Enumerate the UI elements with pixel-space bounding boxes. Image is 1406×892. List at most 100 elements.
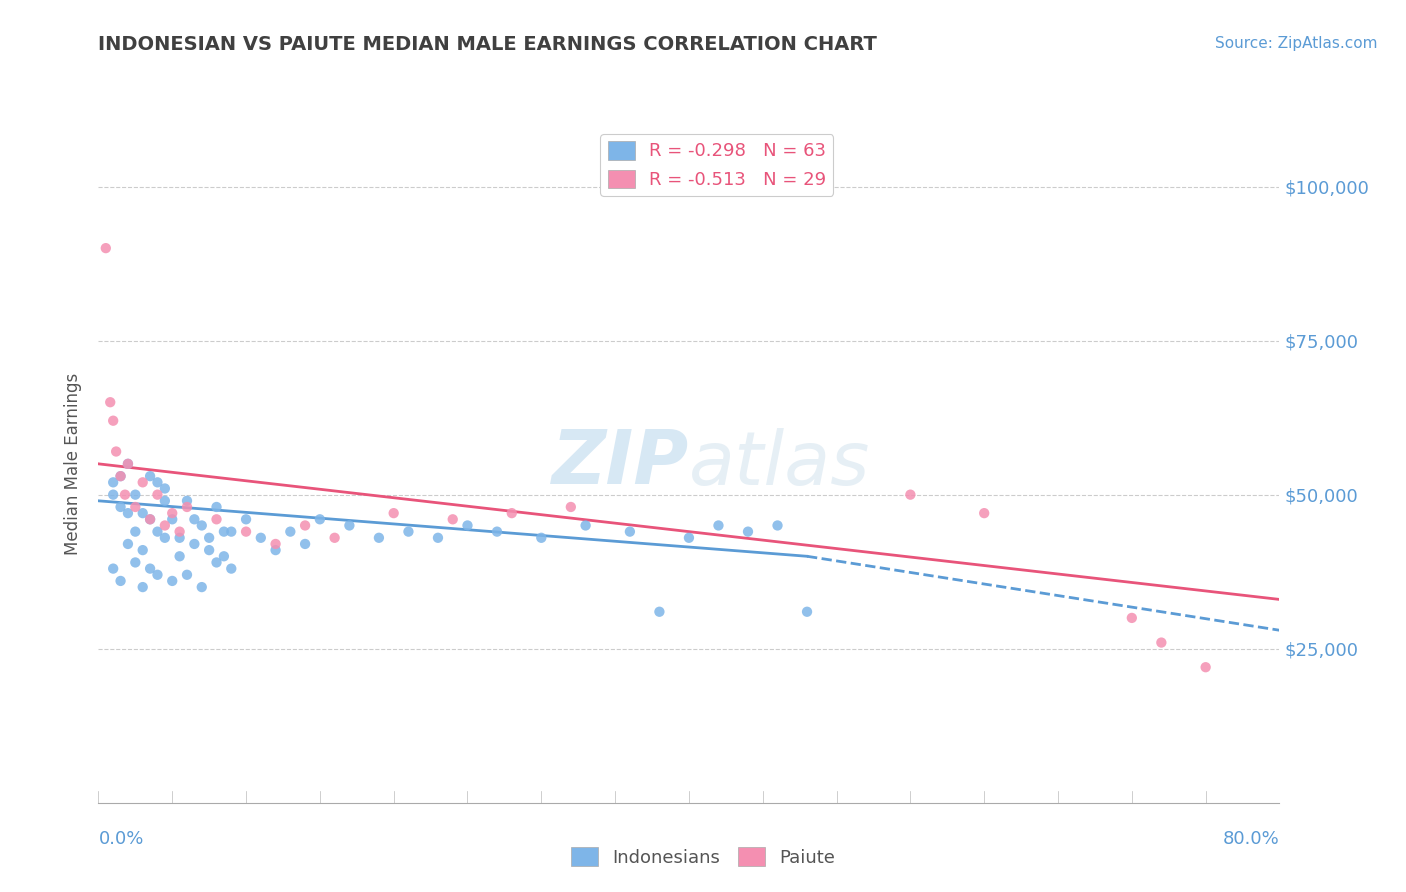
Point [198, 531, 221, 545]
Point [124, 524, 146, 539]
Point [212, 549, 235, 564]
Point [176, 500, 198, 514]
Point [124, 556, 146, 570]
Y-axis label: Median Male Earnings: Median Male Earnings [65, 373, 83, 555]
Text: 0.0%: 0.0% [98, 830, 143, 848]
Point [153, 493, 176, 508]
Point [205, 500, 228, 514]
Legend: R = -0.298   N = 63, R = -0.513   N = 29: R = -0.298 N = 63, R = -0.513 N = 29 [600, 134, 834, 196]
Point [139, 561, 162, 575]
Point [117, 537, 139, 551]
Point [191, 580, 214, 594]
Point [98, 395, 121, 409]
Point [132, 475, 155, 490]
Point [117, 457, 139, 471]
Point [146, 524, 169, 539]
Point [146, 567, 169, 582]
Point [323, 531, 346, 545]
Point [219, 561, 242, 575]
Text: Source: ZipAtlas.com: Source: ZipAtlas.com [1215, 36, 1378, 51]
Point [648, 605, 671, 619]
Point [396, 524, 419, 539]
Point [139, 512, 162, 526]
Point [162, 512, 183, 526]
Point [264, 537, 287, 551]
Point [110, 469, 132, 483]
Point [162, 506, 183, 520]
Point [205, 556, 228, 570]
Point [169, 549, 191, 564]
Point [146, 475, 169, 490]
Point [183, 512, 205, 526]
Point [153, 531, 176, 545]
Point [235, 512, 257, 526]
Point [574, 518, 596, 533]
Point [678, 531, 700, 545]
Point [124, 500, 146, 514]
Point [619, 524, 641, 539]
Point [796, 605, 818, 619]
Point [169, 531, 191, 545]
Point [183, 537, 205, 551]
Text: INDONESIAN VS PAIUTE MEDIAN MALE EARNINGS CORRELATION CHART: INDONESIAN VS PAIUTE MEDIAN MALE EARNING… [98, 35, 877, 54]
Point [103, 561, 125, 575]
Point [486, 524, 509, 539]
Point [294, 518, 316, 533]
Point [110, 500, 132, 514]
Point [235, 524, 257, 539]
Point [707, 518, 730, 533]
Point [294, 537, 316, 551]
Point [103, 488, 125, 502]
Point [105, 444, 128, 458]
Point [146, 488, 169, 502]
Point [198, 543, 221, 558]
Point [441, 512, 464, 526]
Point [1195, 660, 1218, 674]
Point [212, 524, 235, 539]
Point [309, 512, 332, 526]
Point [153, 482, 176, 496]
Point [205, 512, 228, 526]
Point [124, 488, 146, 502]
Point [114, 488, 136, 502]
Point [278, 524, 302, 539]
Legend: Indonesians, Paiute: Indonesians, Paiute [564, 840, 842, 874]
Point [132, 506, 155, 520]
Point [117, 506, 139, 520]
Text: 80.0%: 80.0% [1223, 830, 1279, 848]
Text: atlas: atlas [689, 428, 870, 500]
Point [1121, 611, 1143, 625]
Point [900, 488, 922, 502]
Point [94, 241, 117, 255]
Point [139, 512, 162, 526]
Point [117, 457, 139, 471]
Point [339, 518, 360, 533]
Point [501, 506, 523, 520]
Point [103, 414, 125, 428]
Point [1150, 635, 1173, 649]
Text: ZIP: ZIP [551, 427, 689, 500]
Point [132, 543, 155, 558]
Point [153, 518, 176, 533]
Point [176, 493, 198, 508]
Point [368, 531, 391, 545]
Point [191, 518, 214, 533]
Point [264, 543, 287, 558]
Point [169, 524, 191, 539]
Point [110, 574, 132, 588]
Point [162, 574, 183, 588]
Point [530, 531, 553, 545]
Point [219, 524, 242, 539]
Point [737, 524, 759, 539]
Point [560, 500, 582, 514]
Point [382, 506, 405, 520]
Point [973, 506, 995, 520]
Point [132, 580, 155, 594]
Point [427, 531, 450, 545]
Point [139, 469, 162, 483]
Point [766, 518, 789, 533]
Point [176, 567, 198, 582]
Point [110, 469, 132, 483]
Point [456, 518, 478, 533]
Point [250, 531, 273, 545]
